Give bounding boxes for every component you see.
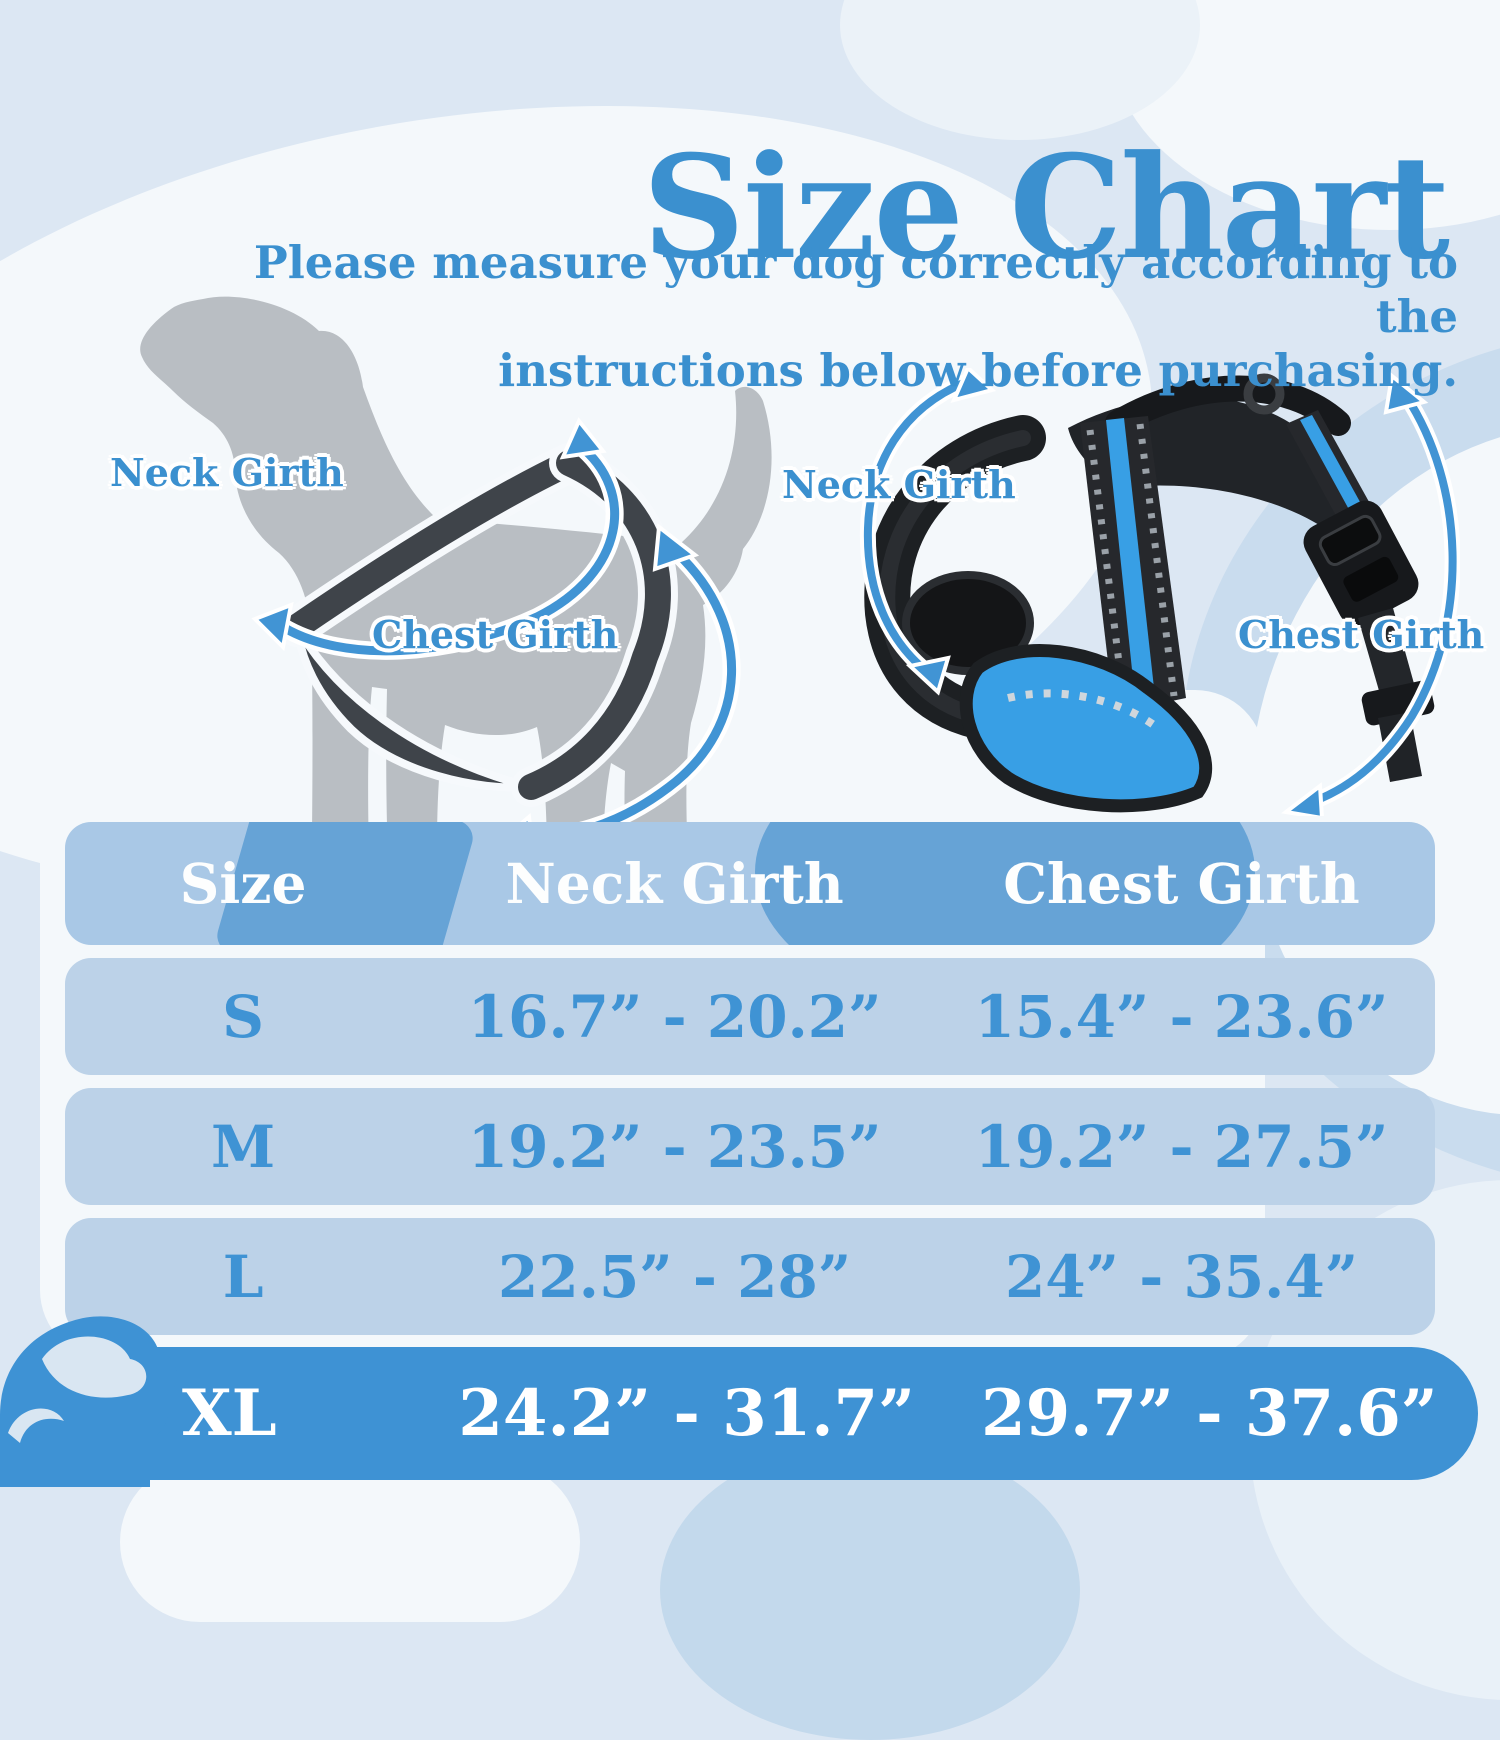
harness-neck-loop-inner	[879, 430, 1031, 724]
size-value: XL	[181, 1376, 277, 1451]
column-header-size: Size	[179, 851, 307, 916]
dog-body-silhouette	[140, 296, 772, 927]
subtitle-line-1: Please measure your dog correctly accord…	[253, 236, 1458, 343]
harness-chest-girth-label: Chest Girth	[1238, 612, 1485, 657]
harness-leash-ring	[1243, 373, 1285, 415]
table-row-xl-highlighted: XL 24.2” - 31.7” 29.7” - 37.6”	[26, 1347, 1478, 1480]
dog-chest-girth-label: Chest Girth	[372, 612, 619, 657]
harness-front-strap-blue-stripe	[1106, 418, 1156, 708]
subtitle-line-2: instructions below before purchasing.	[498, 344, 1458, 397]
chest-girth-value: 19.2” - 27.5”	[974, 1112, 1389, 1181]
dog-harness-girth-strap-dark	[518, 450, 671, 800]
table-row-m: M 19.2” - 23.5” 19.2” - 27.5”	[65, 1088, 1435, 1205]
neck-girth-value: 19.2” - 23.5”	[467, 1112, 882, 1181]
reflective-stitching	[1086, 429, 1128, 704]
chest-girth-value: 24” - 35.4”	[1004, 1242, 1359, 1311]
neck-girth-value: 16.7” - 20.2”	[467, 982, 882, 1051]
harness-neck-mesh	[902, 571, 1034, 675]
dog-harness-chest-piece	[293, 625, 533, 792]
column-header-neck-girth: Neck Girth	[505, 851, 844, 916]
background-blob	[660, 1440, 1080, 1740]
dog-head-chin-highlight	[8, 1408, 64, 1443]
table-row-s: S 16.7” - 20.2” 15.4” - 23.6”	[65, 958, 1435, 1075]
chest-girth-value: 29.7” - 37.6”	[981, 1376, 1438, 1451]
dog-neck-girth-label: Neck Girth	[110, 450, 344, 495]
neck-girth-value: 24.2” - 31.7”	[458, 1376, 915, 1451]
chest-girth-value: 15.4” - 23.6”	[974, 982, 1389, 1051]
size-value: M	[210, 1112, 276, 1181]
dog-harness-neck-strap-dark	[284, 450, 582, 640]
harness-neck-girth-arrow	[859, 368, 997, 696]
harness-product-illustration	[859, 368, 1460, 816]
page-title: Size Chart	[642, 125, 1450, 292]
harness-shoulder-strap-blue-stripe	[1300, 415, 1370, 526]
harness-belly-strap	[1358, 608, 1418, 708]
harness-chest-girth-arrow	[1281, 372, 1460, 816]
reflective-stitching	[1136, 423, 1178, 697]
dog-head-decoration	[0, 1316, 178, 1487]
neck-girth-value: 22.5” - 28”	[498, 1242, 852, 1311]
header-decor-blob	[755, 822, 1255, 945]
harness-chest-plate	[959, 644, 1213, 813]
table-header-row: Size Neck Girth Chest Girth	[65, 822, 1435, 945]
neck-girth-arrow	[251, 417, 624, 660]
size-value: S	[222, 982, 265, 1051]
harness-buckle	[1303, 500, 1419, 626]
dog-head-face-highlight	[42, 1336, 147, 1398]
subtitle: Please measure your dog correctly accord…	[200, 236, 1458, 398]
column-header-chest-girth: Chest Girth	[1003, 851, 1360, 916]
harness-neck-girth-label: Neck Girth	[782, 462, 1016, 507]
size-value: L	[222, 1242, 264, 1311]
table-row-l: L 22.5” - 28” 24” - 35.4”	[65, 1218, 1435, 1335]
harness-handle	[1105, 375, 1351, 436]
